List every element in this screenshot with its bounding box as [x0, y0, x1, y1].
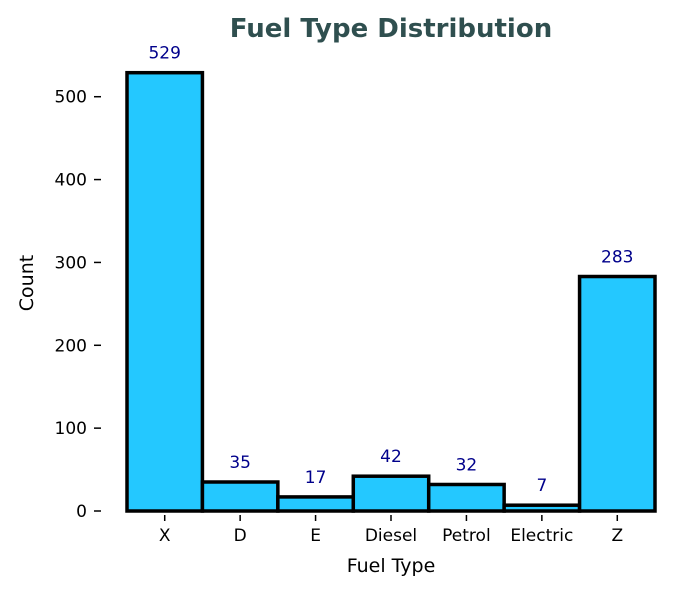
value-labels: 529 35 17 42 32 7 283 [148, 44, 633, 497]
bar-value-label: 283 [601, 248, 633, 268]
x-axis-title: Fuel Type [347, 555, 436, 577]
bar-z [577, 274, 657, 513]
y-tick-label: 300 [55, 253, 87, 273]
bar-value-label: 7 [536, 476, 547, 496]
bars [125, 70, 657, 513]
y-tick-label: 500 [55, 88, 87, 108]
y-tick-label: 400 [55, 171, 87, 191]
x-tick-label: Diesel [365, 526, 417, 546]
bar-petrol [426, 482, 506, 513]
x-tick-label: X [159, 526, 171, 546]
y-tick-label: 0 [76, 502, 87, 522]
bar-value-label: 17 [305, 468, 327, 488]
chart-title: Fuel Type Distribution [230, 14, 552, 44]
y-axis: 0 100 200 300 400 500 [55, 88, 101, 522]
bar-d [200, 480, 280, 513]
bar-value-label: 42 [380, 447, 402, 467]
x-tick-label: Electric [510, 526, 573, 546]
bar-x [125, 70, 205, 513]
bar-diesel [351, 474, 431, 513]
bar-value-label: 35 [229, 453, 251, 473]
bar-electric [502, 503, 582, 513]
x-tick-label: D [234, 526, 247, 546]
x-axis: X D E Diesel Petrol Electric Z [159, 515, 623, 546]
x-tick-label: Petrol [442, 526, 491, 546]
x-tick-label: E [310, 526, 321, 546]
x-tick-label: Z [611, 526, 623, 546]
bar-value-label: 529 [148, 44, 180, 64]
y-tick-label: 200 [55, 336, 87, 356]
bar-e [276, 495, 356, 513]
y-tick-label: 100 [55, 419, 87, 439]
bar-value-label: 32 [456, 455, 478, 475]
y-axis-title: Count [16, 255, 38, 311]
